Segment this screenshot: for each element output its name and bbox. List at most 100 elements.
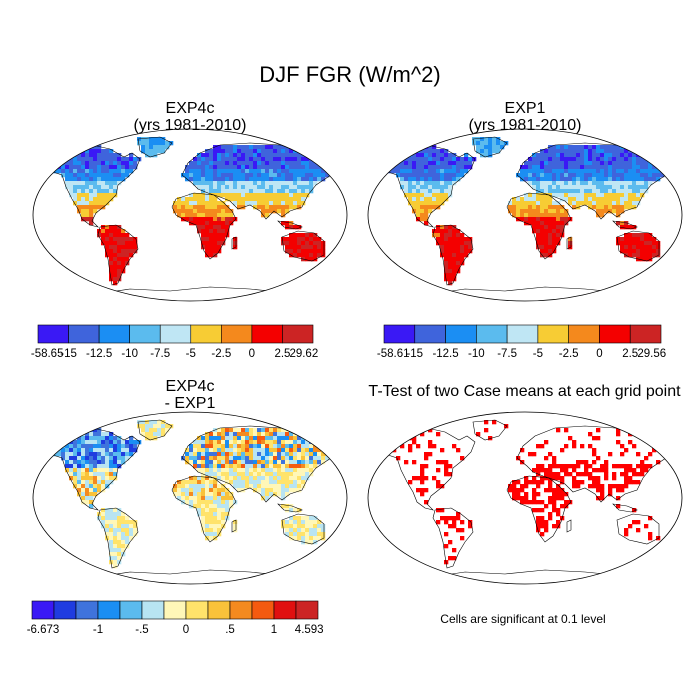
- grid-cell: [660, 157, 665, 162]
- grid-cell: [257, 456, 262, 461]
- grid-cell: [592, 149, 597, 154]
- grid-cell: [297, 157, 302, 162]
- grid-cell: [97, 460, 102, 465]
- grid-cell: [193, 476, 198, 481]
- grid-cell: [181, 209, 186, 214]
- grid-cell: [77, 456, 82, 461]
- grid-cell: [273, 456, 278, 461]
- grid-cell: [297, 205, 302, 210]
- grid-cell: [552, 221, 557, 226]
- grid-cell: [109, 520, 114, 525]
- grid-cell: [305, 468, 310, 473]
- grid-cell: [584, 185, 589, 190]
- grid-cell: [648, 532, 653, 537]
- grid-cell: [229, 460, 234, 465]
- grid-cell: [488, 137, 493, 142]
- colorbar-tick-label: -.5: [135, 624, 148, 636]
- grid-cell: [333, 169, 338, 174]
- grid-cell: [237, 440, 242, 445]
- grid-cell: [285, 225, 290, 230]
- grid-cell: [209, 253, 214, 258]
- grid-cell: [273, 432, 278, 437]
- grid-cell: [269, 428, 274, 433]
- grid-cell: [512, 492, 517, 497]
- grid-cell: [189, 448, 194, 453]
- grid-cell: [101, 484, 106, 489]
- grid-cell: [297, 165, 302, 170]
- grid-cell: [568, 169, 573, 174]
- grid-cell: [85, 460, 90, 465]
- grid-cell: [596, 209, 601, 214]
- grid-cell: [89, 153, 94, 158]
- grid-cell: [213, 504, 218, 509]
- grid-cell: [213, 177, 218, 182]
- grid-cell: [305, 233, 310, 238]
- grid-cell: [572, 464, 577, 469]
- grid-cell: [281, 444, 286, 449]
- grid-cell: [145, 428, 150, 433]
- grid-cell: [408, 197, 413, 202]
- grid-cell: [408, 185, 413, 190]
- grid-cell: [293, 157, 298, 162]
- grid-cell: [436, 484, 441, 489]
- grid-cell: [257, 185, 262, 190]
- grid-cell: [281, 209, 286, 214]
- grid-cell: [424, 456, 429, 461]
- grid-cell: [125, 520, 130, 525]
- grid-cell: [536, 165, 541, 170]
- grid-cell: [81, 472, 86, 477]
- grid-cell: [113, 173, 118, 178]
- grid-cell: [245, 157, 250, 162]
- grid-cell: [253, 440, 258, 445]
- grid-cell: [213, 516, 218, 521]
- panel-title-exp4c: EXP4c (yrs 1981-2010): [40, 100, 340, 134]
- grid-cell: [329, 452, 334, 457]
- grid-cell: [564, 213, 569, 218]
- grid-cell: [588, 484, 593, 489]
- grid-cell: [297, 197, 302, 202]
- grid-cell: [97, 165, 102, 170]
- colorbar-box: [119, 600, 143, 620]
- grid-cell: [213, 181, 218, 186]
- grid-cell: [81, 145, 86, 150]
- grid-cell: [205, 476, 210, 481]
- grid-cell: [189, 500, 194, 505]
- grid-cell: [333, 448, 338, 453]
- grid-cell: [289, 149, 294, 154]
- grid-cell: [189, 205, 194, 210]
- grid-cell: [241, 448, 246, 453]
- grid-cell: [49, 448, 54, 453]
- grid-cell: [269, 464, 274, 469]
- grid-cell: [293, 472, 298, 477]
- grid-cell: [313, 536, 318, 541]
- grid-cell: [568, 197, 573, 202]
- grid-cell: [636, 520, 641, 525]
- grid-cell: [420, 197, 425, 202]
- grid-cell: [225, 460, 230, 465]
- grid-cell: [632, 253, 637, 258]
- grid-cell: [388, 157, 393, 162]
- grid-cell: [253, 161, 258, 166]
- grid-cell: [261, 464, 266, 469]
- grid-cell: [416, 213, 421, 218]
- grid-cell: [209, 185, 214, 190]
- grid-cell: [532, 225, 537, 230]
- grid-cell: [69, 444, 74, 449]
- grid-cell: [289, 153, 294, 158]
- grid-cell: [317, 177, 322, 182]
- grid-cell: [121, 257, 126, 262]
- grid-cell: [105, 225, 110, 230]
- grid-cell: [253, 157, 258, 162]
- grid-cell: [113, 249, 118, 254]
- grid-cell: [600, 169, 605, 174]
- grid-cell: [277, 492, 282, 497]
- grid-cell: [113, 229, 118, 234]
- grid-cell: [624, 153, 629, 158]
- grid-cell: [612, 201, 617, 206]
- grid-cell: [628, 245, 633, 250]
- grid-cell: [241, 173, 246, 178]
- grid-cell: [217, 512, 222, 517]
- grid-cell: [528, 217, 533, 222]
- grid-cell: [125, 544, 130, 549]
- grid-cell: [333, 161, 338, 166]
